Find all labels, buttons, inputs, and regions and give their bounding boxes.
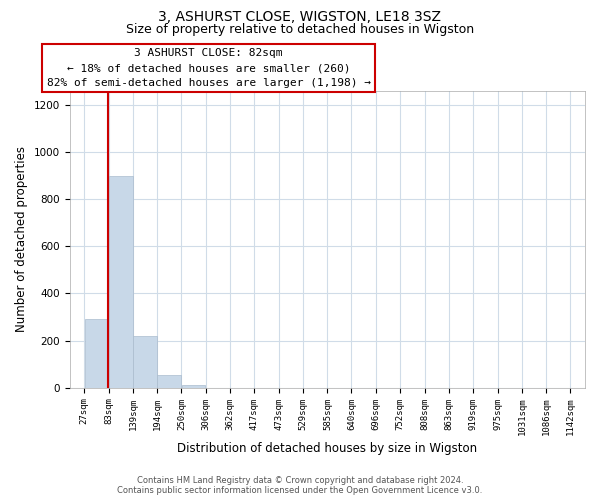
Y-axis label: Number of detached properties: Number of detached properties <box>15 146 28 332</box>
Text: 3, ASHURST CLOSE, WIGSTON, LE18 3SZ: 3, ASHURST CLOSE, WIGSTON, LE18 3SZ <box>158 10 442 24</box>
Text: Contains HM Land Registry data © Crown copyright and database right 2024.
Contai: Contains HM Land Registry data © Crown c… <box>118 476 482 495</box>
X-axis label: Distribution of detached houses by size in Wigston: Distribution of detached houses by size … <box>177 442 478 455</box>
Text: Size of property relative to detached houses in Wigston: Size of property relative to detached ho… <box>126 22 474 36</box>
Bar <box>182 386 205 388</box>
Bar <box>133 336 157 388</box>
Bar <box>157 375 181 388</box>
Bar <box>85 320 108 388</box>
Bar <box>109 176 133 388</box>
Text: 3 ASHURST CLOSE: 82sqm
← 18% of detached houses are smaller (260)
82% of semi-de: 3 ASHURST CLOSE: 82sqm ← 18% of detached… <box>47 48 371 88</box>
